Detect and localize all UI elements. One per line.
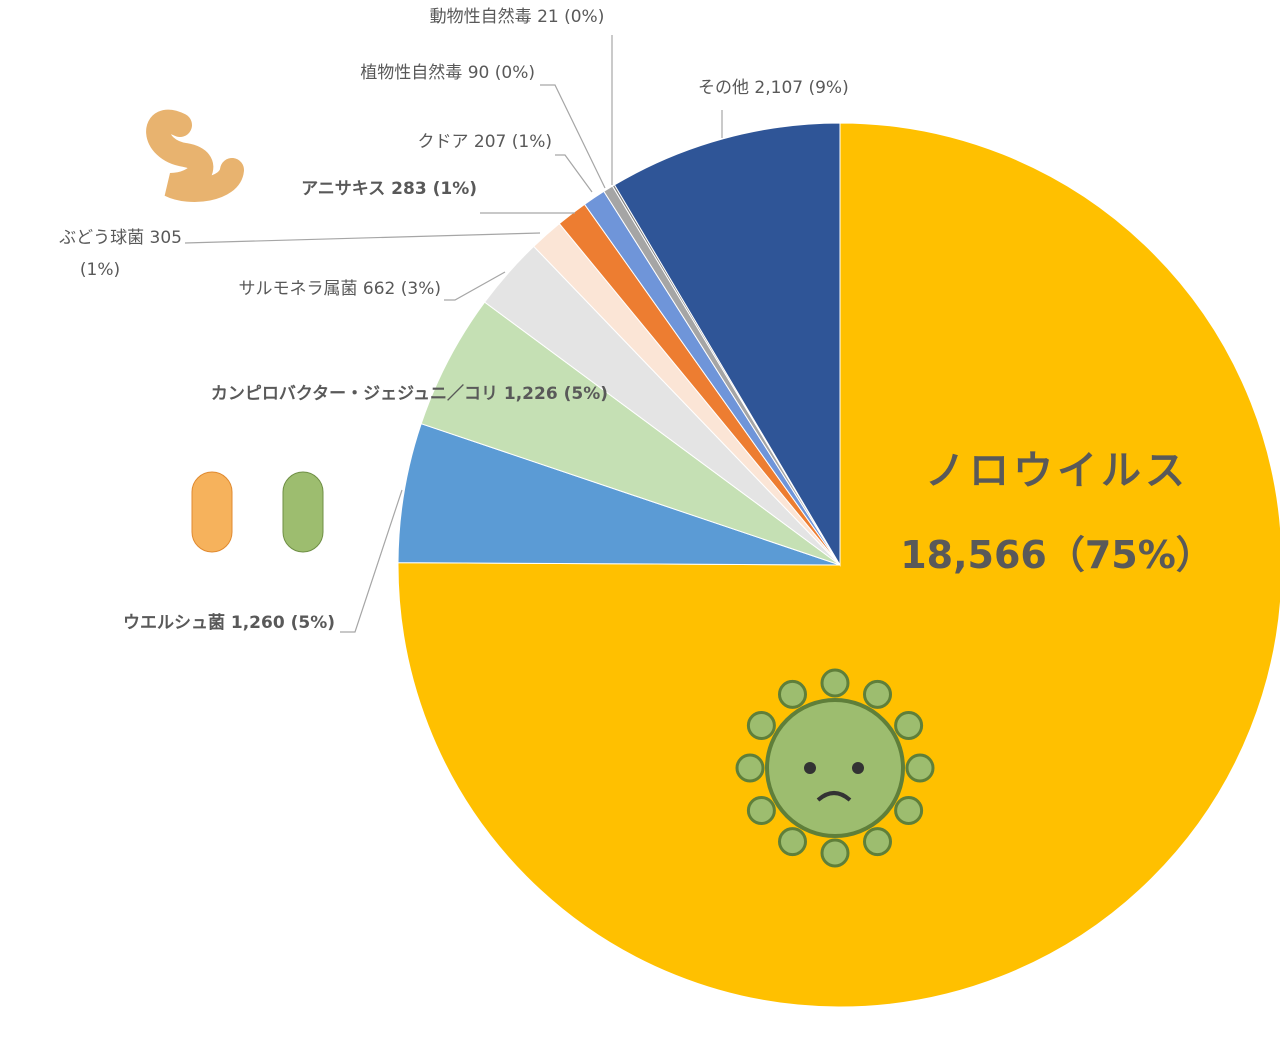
virus-spike	[822, 670, 848, 696]
label-part: ぶどう球菌	[59, 228, 144, 248]
virus-spike	[780, 829, 806, 855]
virus-eye	[852, 762, 864, 774]
label-part: 1,260	[231, 613, 285, 633]
label-part: (1%)	[512, 132, 552, 152]
label-part: (5%)	[564, 384, 608, 404]
label-part: 植物性自然毒	[360, 63, 462, 83]
data-label: ノロウイルス	[925, 448, 1189, 494]
label-part: (1%)	[433, 179, 477, 199]
label-part: 18,566	[900, 533, 1047, 577]
data-label: クドア 207 (1%)	[418, 132, 553, 152]
label-part: アニサキス	[301, 179, 385, 199]
virus-spike	[907, 755, 933, 781]
virus-eye	[804, 762, 816, 774]
label-part: (3%)	[401, 279, 441, 299]
data-label: その他 2,107 (9%)	[698, 78, 849, 98]
virus-spike	[748, 798, 774, 824]
label-part: 283	[391, 179, 427, 199]
data-label: 植物性自然毒 90 (0%)	[360, 63, 535, 83]
label-part: (5%)	[291, 613, 335, 633]
leader-line	[185, 233, 540, 243]
data-label: サルモネラ属菌 662 (3%)	[239, 279, 442, 299]
data-label: ウエルシュ菌 1,260 (5%)	[123, 613, 335, 633]
anisakis-illustration	[158, 122, 232, 190]
virus-spike	[865, 829, 891, 855]
label-part: (9%)	[808, 78, 848, 98]
label-part: (0%)	[495, 63, 535, 83]
leader-line	[340, 490, 402, 632]
data-label: (1%)	[80, 260, 120, 280]
virus-spike	[865, 681, 891, 707]
data-label: 動物性自然毒 21 (0%)	[430, 7, 605, 27]
label-part: 207	[474, 132, 506, 152]
label-part: その他	[698, 78, 749, 98]
virus-spike	[822, 840, 848, 866]
leader-line	[555, 155, 592, 192]
virus-spike	[896, 798, 922, 824]
label-part: ウエルシュ菌	[123, 613, 225, 633]
virus-body	[767, 700, 903, 836]
virus-spike	[896, 713, 922, 739]
virus-spike	[748, 713, 774, 739]
page: {"chart_data": {"type": "pie", "categori…	[0, 0, 1280, 1038]
label-part: 90	[468, 63, 490, 83]
label-part: 2,107	[754, 78, 803, 98]
label-part: 662	[363, 279, 395, 299]
chart: ウエルシュ菌 1,260 (5%)カンピロバクター・ジェジュニ／コリ 1,226…	[0, 0, 1280, 1038]
label-part: 21	[537, 7, 559, 27]
bacteria-illustration	[192, 472, 323, 552]
virus-spike	[737, 755, 763, 781]
label-part: サルモネラ属菌	[239, 279, 358, 299]
label-part: 動物性自然毒	[430, 7, 532, 27]
data-label: ぶどう球菌 305	[59, 228, 182, 248]
label-part: (0%)	[564, 7, 604, 27]
data-label: カンピロバクター・ジェジュニ／コリ 1,226 (5%)	[211, 383, 608, 404]
label-part: クドア	[418, 132, 469, 152]
data-label: 18,566（75%）	[900, 533, 1214, 577]
data-label: アニサキス 283 (1%)	[301, 179, 477, 199]
label-part: カンピロバクター・ジェジュニ／コリ	[211, 383, 498, 404]
label-part: 305	[150, 228, 182, 248]
virus-spike	[780, 681, 806, 707]
label-part: 1,226	[504, 384, 558, 404]
label-part: （75%）	[1047, 533, 1214, 577]
